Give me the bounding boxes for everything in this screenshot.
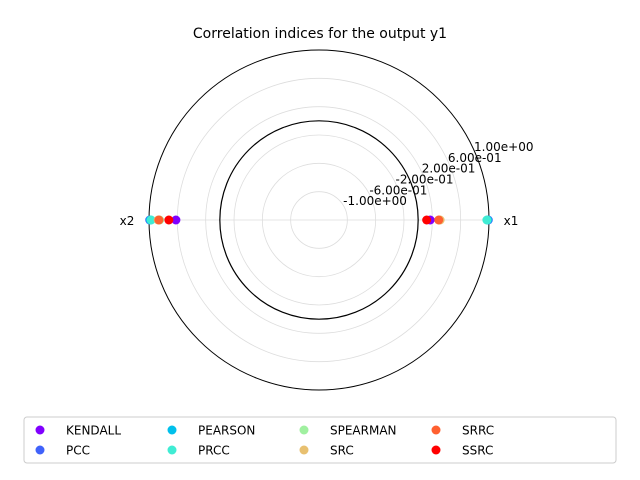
- legend-label: PRCC: [198, 444, 230, 458]
- data-points: [145, 215, 493, 225]
- legend-marker: [431, 425, 441, 435]
- legend-marker: [167, 425, 177, 435]
- legend-label: SRRC: [462, 424, 494, 438]
- legend-marker: [35, 425, 45, 435]
- legend-label: PEARSON: [198, 424, 255, 438]
- radial-tick-label: -2.00e-01: [396, 172, 454, 186]
- point-prcc-x1: [482, 215, 492, 225]
- legend-marker: [167, 445, 177, 455]
- legend-item-kendall: KENDALL: [35, 424, 121, 438]
- legend-marker: [299, 445, 309, 455]
- radial-tick-label: 6.00e-01: [448, 151, 502, 165]
- point-kendall-x2: [171, 215, 181, 225]
- radial-tick-label: 2.00e-01: [422, 162, 476, 176]
- legend-marker: [35, 445, 45, 455]
- legend-marker: [431, 445, 441, 455]
- point-ssrc-x2: [164, 215, 174, 225]
- legend-item-pcc: PCC: [35, 444, 90, 458]
- legend-label: PCC: [66, 444, 90, 458]
- legend-label: SRC: [330, 444, 354, 458]
- legend-item-srrc: SRRC: [431, 424, 494, 438]
- angular-axis-labels: x1 x2: [120, 214, 519, 228]
- legend-item-spearman: SPEARMAN: [299, 424, 397, 438]
- legend-marker: [299, 425, 309, 435]
- legend-label: KENDALL: [66, 424, 121, 438]
- point-srrc-x2: [154, 215, 164, 225]
- axis-label-x2: x2: [120, 214, 135, 228]
- legend-label: SPEARMAN: [330, 424, 397, 438]
- legend-label: SSRC: [462, 444, 493, 458]
- legend-item-prcc: PRCC: [167, 444, 230, 458]
- radial-tick-label: 1.00e+00: [474, 140, 533, 154]
- point-ssrc-x1: [422, 215, 432, 225]
- axis-label-x1: x1: [504, 214, 519, 228]
- legend-item-pearson: PEARSON: [167, 424, 255, 438]
- radial-tick-labels: -1.00e+00-6.00e-01-2.00e-012.00e-016.00e…: [343, 140, 533, 208]
- point-prcc-x2: [146, 215, 156, 225]
- chart-title: Correlation indices for the output y1: [193, 26, 447, 42]
- radial-tick-label: -1.00e+00: [343, 194, 407, 208]
- legend-item-src: SRC: [299, 444, 354, 458]
- legend: KENDALL PCC PEARSON PRCC SPEARMAN SRC SRRC SSRC: [23, 416, 617, 464]
- radial-tick-label: -6.00e-01: [369, 183, 427, 197]
- legend-item-ssrc: SSRC: [431, 444, 493, 458]
- zero-circle: [219, 120, 419, 320]
- point-srrc-x1: [434, 215, 444, 225]
